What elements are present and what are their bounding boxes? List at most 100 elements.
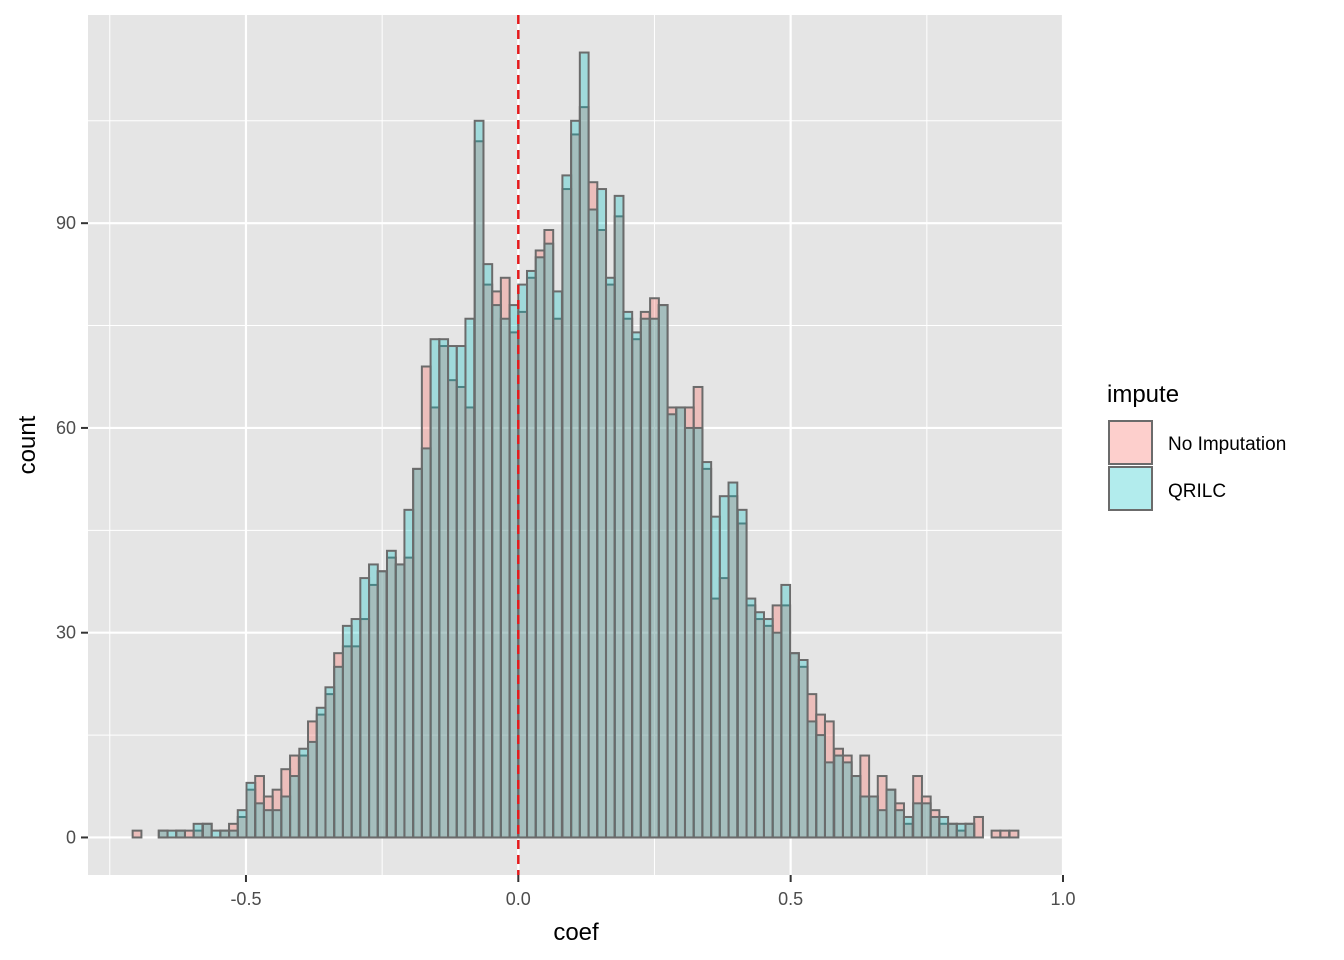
x-axis-title: coef [553,919,599,946]
qrilc-bar [192,822,204,839]
qrilc-bar [613,194,625,839]
qrilc-bar [727,481,739,839]
x-axis-ticks: -0.5 0.0 0.5 1.0 [230,875,1076,909]
qrilc-bar [464,317,476,839]
qrilc-bar [570,119,581,839]
qrilc-bar [894,809,905,839]
qrilc-bar [701,461,713,839]
qrilc-bar [412,467,423,839]
no-imputation-bar [1008,829,1020,839]
qrilc-bar [438,338,450,839]
qrilc-bar [912,802,923,839]
qrilc-bar [964,822,976,839]
qrilc-bar [552,290,563,839]
qrilc-bar [649,317,660,839]
qrilc-bar [271,809,283,839]
qrilc-bar [289,775,300,839]
qrilc-bar [806,720,818,839]
x-tick-label: 1.0 [1050,889,1075,909]
x-tick-label: 0.5 [778,889,803,909]
qrilc-bar [333,665,344,839]
no-imputation-bar [131,829,143,839]
no-imputation-bar [990,829,1002,839]
qrilc-bar [508,304,520,839]
qrilc-bar [245,781,257,839]
qrilc-bar [499,317,511,839]
qrilc-bar [736,508,748,839]
qrilc-bar [675,406,687,839]
legend-label-no-imputation: No Imputation [1168,434,1286,455]
qrilc-bar [745,597,757,839]
qrilc-bar [298,747,310,839]
legend-key-no-imputation [1108,420,1153,465]
qrilc-bar [376,570,388,839]
qrilc-bar [622,310,634,839]
qrilc-bar [920,802,932,839]
qrilc-bar [359,577,371,839]
qrilc-bar [175,829,186,839]
qrilc-bar [543,242,555,839]
qrilc-bar [823,761,835,839]
qrilc-bar [262,809,274,839]
qrilc-bar [420,447,432,839]
qrilc-bar [789,652,800,839]
qrilc-bar [929,815,941,839]
legend-title: impute [1107,381,1179,408]
qrilc-bar [780,583,792,839]
qrilc-bar [166,829,178,839]
qrilc-bar [578,51,590,839]
qrilc-bar [350,618,362,839]
qrilc-bar [455,345,467,839]
x-tick-label: 0.0 [506,889,531,909]
qrilc-bar [587,208,599,839]
qrilc-bar [762,618,774,839]
qrilc-bar [447,345,458,839]
x-tick-label: -0.5 [230,889,261,909]
qrilc-bar [797,659,809,839]
y-tick-label: 60 [56,418,76,438]
qrilc-bar [525,269,537,839]
y-tick-label: 0 [66,827,76,847]
legend: impute No Imputation QRILC [1107,381,1286,511]
qrilc-bar [236,809,248,839]
qrilc-bar [473,119,485,839]
qrilc-bar [841,761,853,839]
qrilc-bar [341,624,353,839]
qrilc-bar [403,508,415,839]
qrilc-bar [491,304,502,839]
plot-panel [88,15,1063,875]
qrilc-bar [771,631,783,839]
qrilc-bar [666,413,678,839]
qrilc-bar [631,331,642,839]
y-tick-label: 90 [56,213,76,233]
qrilc-bar [429,338,441,839]
qrilc-bar [885,788,897,839]
qrilc-bar [228,829,239,839]
no-imputation-bar [999,829,1011,839]
qrilc-bar [754,611,765,839]
qrilc-bar [219,829,231,839]
qrilc-bar [604,276,616,839]
qrilc-bar [902,815,914,839]
qrilc-bar [482,263,494,839]
y-tick-label: 30 [56,623,76,643]
minor-gridlines [88,15,1063,875]
y-axis-title: count [14,415,41,474]
qrilc-bar [683,426,695,839]
qrilc-bar [210,829,222,839]
qrilc-bar [368,563,379,839]
no-imputation-bar [973,815,984,839]
qrilc-bar [596,188,608,839]
qrilc-bar [517,283,529,839]
qrilc-bar [561,174,573,839]
qrilc-bars [157,51,976,839]
qrilc-bar [394,563,406,839]
qrilc-bar [201,822,213,839]
qrilc-bar [833,754,844,839]
qrilc-bar [938,815,950,839]
qrilc-bar [386,549,397,839]
qrilc-bar [254,802,265,839]
qrilc-bar [307,740,318,839]
qrilc-bar [850,775,862,839]
qrilc-bar [315,706,327,839]
